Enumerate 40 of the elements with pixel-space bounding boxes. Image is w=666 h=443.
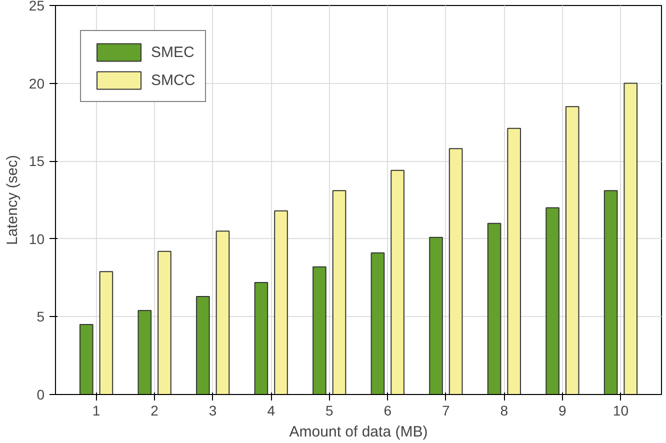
bar: [448, 148, 463, 394]
x-axis-title: Amount of data (MB): [289, 424, 428, 440]
bar: [99, 271, 114, 394]
y-tick-label: 15: [28, 153, 45, 170]
bar: [507, 128, 521, 394]
x-tick-label: 2: [150, 402, 159, 418]
legend-label: SMCC: [151, 72, 196, 88]
y-axis-title: Latency (sec): [4, 154, 21, 246]
y-tick-label: 0: [36, 386, 45, 402]
bar: [158, 250, 172, 394]
x-tick-label: 8: [500, 402, 508, 418]
x-tick-label: 5: [325, 402, 334, 418]
legend-label: SMEC: [151, 44, 194, 60]
bar: [546, 207, 560, 394]
bar: [216, 230, 230, 394]
bar: [370, 252, 385, 394]
bar: [429, 236, 443, 394]
x-tick-label: 9: [558, 402, 567, 418]
x-tick-label: 4: [267, 402, 276, 418]
bar: [390, 170, 404, 394]
bar: [254, 282, 268, 394]
bar: [138, 310, 152, 394]
bar: [565, 106, 580, 394]
bar: [312, 266, 326, 394]
bar: [487, 222, 502, 394]
x-tick-label: 6: [384, 402, 392, 418]
x-tick-label: 7: [442, 402, 450, 418]
y-tick-label: 10: [28, 230, 45, 247]
x-tick-label: 10: [612, 402, 629, 418]
y-tick-label: 25: [28, 0, 45, 14]
x-tick-label: 1: [92, 402, 100, 418]
x-tick-label: 3: [208, 402, 217, 418]
bar: [196, 296, 210, 394]
y-tick-label: 20: [28, 75, 45, 92]
bar: [332, 190, 346, 394]
y-tick-label: 5: [36, 308, 45, 325]
bar: [604, 190, 618, 394]
bar: [624, 82, 638, 394]
bar: [274, 210, 288, 394]
bar: [79, 324, 94, 394]
